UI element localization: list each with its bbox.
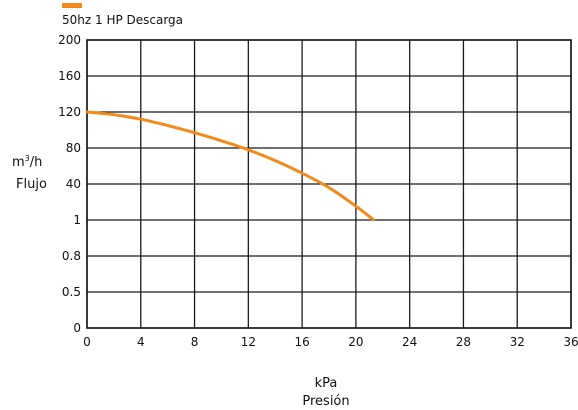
legend-swatch bbox=[62, 3, 82, 8]
series-line bbox=[85, 110, 375, 222]
y-tick-label: 0 bbox=[73, 321, 81, 335]
x-axis-label: Presión bbox=[302, 394, 349, 409]
x-tick-label: 16 bbox=[294, 335, 309, 349]
y-tick-label: 0.8 bbox=[62, 249, 81, 263]
legend-label: 50hz 1 HP Descarga bbox=[62, 13, 183, 27]
y-tick-label: 80 bbox=[66, 141, 81, 155]
x-tick-label: 12 bbox=[241, 335, 256, 349]
x-tick-label: 8 bbox=[191, 335, 199, 349]
x-tick-label: 24 bbox=[402, 335, 417, 349]
x-tick-label: 36 bbox=[563, 335, 578, 349]
series-layer bbox=[85, 110, 375, 222]
x-tick-label: 32 bbox=[510, 335, 525, 349]
y-axis-unit: m3/h bbox=[12, 154, 42, 170]
x-tick-label: 20 bbox=[348, 335, 363, 349]
y-tick-label: 120 bbox=[58, 105, 81, 119]
grid bbox=[86, 39, 572, 329]
x-tick-label: 0 bbox=[83, 335, 91, 349]
x-axis-unit: kPa bbox=[315, 376, 338, 391]
tick-labels: 0 4 8 12 16 20 24 28 32 36 0 0.5 0.8 1 40 80 120 160 200 bbox=[58, 33, 578, 349]
x-tick-label: 4 bbox=[137, 335, 145, 349]
x-tick-label: 28 bbox=[456, 335, 471, 349]
y-tick-label: 40 bbox=[66, 177, 81, 191]
y-tick-label: 160 bbox=[58, 69, 81, 83]
plot-frame bbox=[86, 39, 572, 329]
y-axis-label: Flujo bbox=[16, 177, 47, 192]
y-tick-label: 1 bbox=[73, 213, 81, 227]
y-tick-label: 200 bbox=[58, 33, 81, 47]
y-tick-label: 0.5 bbox=[62, 285, 81, 299]
